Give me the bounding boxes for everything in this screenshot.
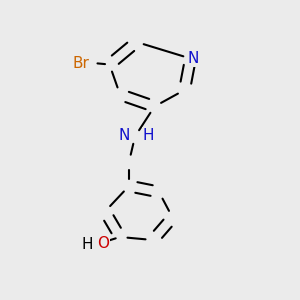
Text: Br: Br xyxy=(73,56,89,70)
Text: N: N xyxy=(119,128,130,143)
Text: O: O xyxy=(98,236,110,250)
Text: H: H xyxy=(143,128,154,143)
Text: H: H xyxy=(81,237,93,252)
Text: N: N xyxy=(188,51,199,66)
